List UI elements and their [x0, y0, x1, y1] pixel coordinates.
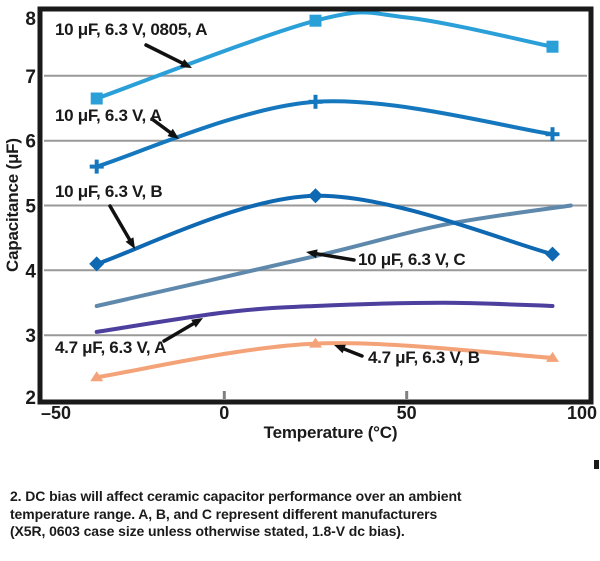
- x-axis-title: Temperature (°C): [263, 423, 398, 442]
- annotation-10uf-c: 10 μF, 6.3 V, C: [358, 250, 466, 269]
- annotation-10uf-0805-a: 10 μF, 6.3 V, 0805, A: [55, 20, 208, 39]
- annotation-arrow-line-4: [162, 321, 196, 343]
- caption-line-3: (X5R, 0603 case size unless otherwise st…: [10, 523, 405, 539]
- marker-triangle-4-7-f-6-3-v-b: [309, 337, 322, 348]
- annotation-arrowhead-4: [191, 318, 203, 328]
- y-tick-label-5: 5: [25, 197, 36, 218]
- annotation-arrow-line-3: [315, 252, 356, 262]
- capacitance-vs-temperature-chart: 8 7 6 5 4 3 2 –50 0 50 100 Capacitance (μF) Temper…: [3, 6, 598, 442]
- x-tick-label--50: –50: [41, 403, 71, 423]
- x-tick-label-50: 50: [397, 403, 417, 423]
- marker-square-10-f-6-3-v-0805-a: [90, 92, 103, 105]
- annotation-10uf-b: 10 μF, 6.3 V, B: [55, 182, 163, 201]
- marker-square-10-f-6-3-v-0805-a: [309, 14, 322, 27]
- annotation-arrow-line-2: [108, 204, 132, 242]
- annotation-arrow-line-5: [342, 347, 364, 358]
- marker-diamond-10-f-6-3-v-b: [308, 188, 323, 204]
- y-axis-title: Capacitance (μF): [3, 138, 22, 273]
- annotation-arrowhead-1: [167, 128, 179, 139]
- marker-square-10-f-6-3-v-0805-a: [546, 40, 559, 53]
- curve-10-f-6-3-v-a: [94, 99, 555, 169]
- curve-10-f-6-3-v-c: [94, 203, 573, 308]
- y-tick-label-6: 6: [25, 132, 36, 153]
- figure-caption: 2. DC bias will affect ceramic capacitor…: [10, 488, 590, 541]
- y-tick-label-4: 4: [25, 261, 36, 282]
- annotation-10uf-a: 10 μF, 6.3 V, A: [55, 106, 162, 125]
- annotation-arrowhead-3: [306, 249, 318, 259]
- annotation-4-7uf-a: 4.7 μF, 6.3 V, A: [55, 338, 167, 357]
- marker-diamond-10-f-6-3-v-b: [89, 256, 105, 272]
- x-tick-label-100: 100: [567, 403, 597, 423]
- annotation-arrow-line-0: [144, 43, 184, 65]
- marker-triangle-4-7-f-6-3-v-b: [546, 351, 559, 362]
- curve-10-f-6-3-v-0805-a: [94, 10, 555, 101]
- chart-canvas: 8 7 6 5 4 3 2–50 0 50 100: [25, 6, 597, 423]
- curve-4-7-f-6-3-v-a: [94, 300, 555, 334]
- annotation-arrowhead-2: [125, 237, 135, 249]
- annotation-4-7uf-b: 4.7 μF, 6.3 V, B: [368, 348, 480, 367]
- y-tick-label-7: 7: [25, 67, 36, 88]
- annotation-arrowhead-0: [180, 59, 192, 68]
- y-tick-label-3: 3: [25, 326, 36, 347]
- caption-line-1: 2. DC bias will affect ceramic capacitor…: [10, 488, 462, 504]
- y-tick-label-2: 2: [25, 388, 36, 409]
- annotation-arrow-line-1: [150, 117, 172, 135]
- page-edge-artifact: [594, 460, 599, 469]
- annotation-arrowhead-5: [334, 344, 346, 354]
- caption-line-2: temperature range. A, B, and C represent…: [10, 505, 438, 522]
- marker-triangle-4-7-f-6-3-v-b: [90, 371, 104, 382]
- y-tick-label-8: 8: [25, 9, 36, 30]
- x-tick-label-0: 0: [219, 403, 229, 423]
- plot-frame: [37, 6, 594, 405]
- marker-diamond-10-f-6-3-v-b: [545, 246, 560, 262]
